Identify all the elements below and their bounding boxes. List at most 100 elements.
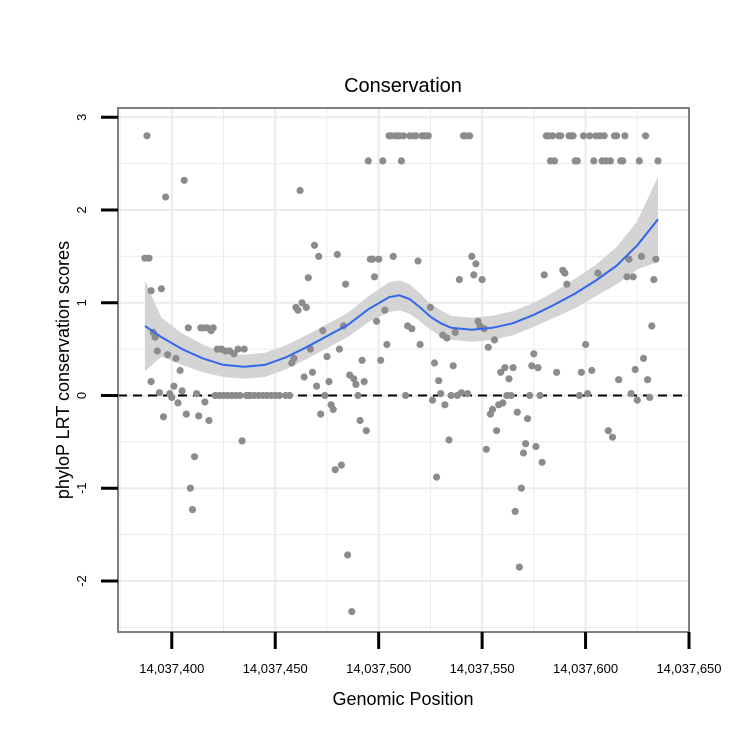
- data-point: [298, 299, 306, 307]
- panel-border: [117, 107, 690, 633]
- data-point: [184, 324, 192, 332]
- data-point: [644, 376, 652, 384]
- data-point: [358, 356, 366, 364]
- x-tick-label: 14,037,650: [656, 661, 721, 676]
- data-point: [331, 466, 339, 474]
- data-point: [594, 269, 602, 277]
- confidence-ribbon: [144, 176, 658, 379]
- data-point: [621, 132, 629, 140]
- data-point: [577, 368, 586, 376]
- data-point: [190, 453, 199, 461]
- data-point: [654, 157, 662, 165]
- data-point: [633, 396, 641, 404]
- x-tick-label: 14,037,600: [553, 661, 618, 676]
- data-point: [468, 252, 476, 260]
- data-point: [205, 416, 213, 425]
- data-point: [350, 375, 358, 383]
- data-point: [153, 347, 161, 355]
- data-point: [159, 413, 168, 421]
- data-point: [408, 325, 416, 333]
- data-point: [381, 306, 389, 314]
- data-point: [470, 271, 478, 279]
- data-point: [642, 132, 650, 140]
- data-point: [315, 252, 323, 260]
- data-point: [524, 415, 532, 423]
- data-point: [652, 255, 660, 263]
- data-point: [505, 375, 513, 383]
- data-point: [302, 303, 310, 311]
- data-point: [317, 410, 325, 418]
- data-point: [522, 440, 530, 448]
- data-point: [586, 132, 594, 140]
- x-axis-title: Genomic Position: [332, 689, 473, 709]
- data-point: [582, 340, 590, 349]
- data-point: [399, 132, 408, 140]
- data-point: [606, 157, 615, 165]
- data-point: [515, 563, 524, 571]
- data-point: [650, 276, 658, 284]
- data-point: [561, 269, 569, 277]
- data-point: [490, 336, 499, 344]
- x-tick-label: 14,037,500: [346, 661, 411, 676]
- data-point: [635, 157, 643, 165]
- data-point: [451, 328, 459, 336]
- data-point: [416, 340, 424, 349]
- data-point: [308, 368, 317, 376]
- data-point: [362, 427, 370, 435]
- data-point: [536, 391, 544, 400]
- data-point: [170, 382, 178, 390]
- data-point: [344, 551, 352, 559]
- x-tick-label: 14,037,450: [243, 661, 308, 676]
- data-point: [364, 157, 372, 165]
- data-point: [377, 356, 385, 364]
- data-point: [631, 365, 639, 374]
- data-point: [604, 427, 612, 435]
- data-point: [333, 250, 341, 259]
- data-point: [348, 608, 356, 616]
- data-point: [342, 280, 350, 288]
- data-point: [484, 343, 492, 351]
- data-point: [164, 351, 172, 359]
- data-point: [306, 345, 314, 353]
- data-point: [557, 132, 565, 140]
- data-point: [584, 390, 592, 398]
- data-point: [143, 132, 151, 140]
- data-point: [538, 458, 546, 466]
- data-point: [478, 276, 486, 284]
- data-point: [323, 353, 331, 361]
- points-layer: [141, 132, 662, 616]
- data-point: [188, 506, 197, 514]
- data-point: [488, 405, 497, 413]
- data-point: [455, 276, 463, 284]
- data-point: [517, 484, 526, 492]
- data-point: [540, 271, 548, 279]
- data-point: [449, 362, 457, 370]
- data-point: [430, 359, 439, 367]
- data-point: [646, 393, 654, 401]
- data-point: [575, 391, 584, 400]
- data-point: [563, 280, 571, 288]
- data-point: [379, 157, 387, 165]
- data-point: [573, 157, 581, 165]
- data-point: [637, 252, 646, 260]
- data-point: [627, 390, 635, 398]
- data-point: [335, 345, 343, 353]
- data-point: [588, 366, 596, 375]
- data-point: [629, 273, 637, 281]
- data-point: [286, 391, 294, 400]
- data-point: [186, 484, 194, 492]
- data-point: [296, 186, 304, 195]
- data-point: [608, 433, 617, 441]
- y-tick-label: 3: [74, 114, 89, 121]
- data-point: [433, 473, 441, 481]
- y-tick-label: 1: [74, 299, 89, 306]
- data-point: [509, 364, 517, 372]
- data-point: [435, 377, 443, 385]
- data-point: [240, 345, 248, 353]
- data-point: [428, 396, 437, 404]
- data-point: [201, 398, 209, 406]
- data-point: [157, 285, 165, 293]
- data-point: [414, 257, 422, 265]
